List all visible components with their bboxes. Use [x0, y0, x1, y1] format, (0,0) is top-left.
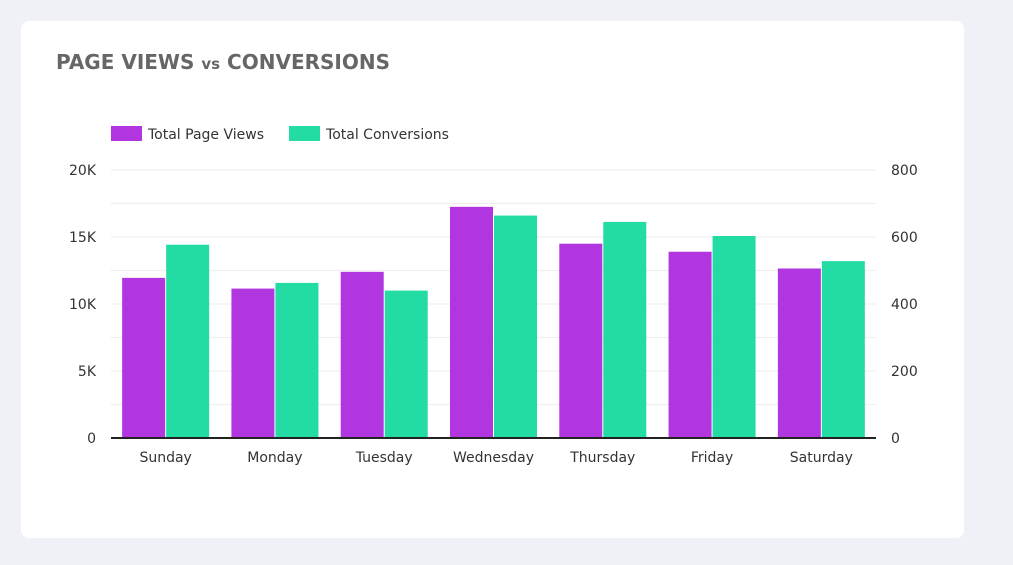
- y-left-tick-label: 0: [87, 431, 96, 447]
- y-right-tick-label: 0: [891, 431, 900, 447]
- bar-page-views: [231, 288, 275, 438]
- y-right-tick-label: 800: [891, 163, 918, 179]
- bar-page-views: [559, 243, 603, 438]
- y-left-tick-label: 10K: [69, 297, 97, 313]
- bar-conversions: [821, 261, 865, 438]
- title-part-conversions: CONVERSIONS: [227, 50, 390, 74]
- bar-conversions: [603, 221, 647, 438]
- y-left-tick-label: 20K: [69, 163, 97, 179]
- legend-swatch-conversions: [289, 126, 321, 141]
- title-part-page-views: PAGE VIEWS: [56, 50, 195, 74]
- bar-page-views: [340, 271, 384, 438]
- y-right-tick-label: 400: [891, 297, 918, 313]
- y-right-tick-label: 600: [891, 230, 918, 246]
- y-left-tick-label: 15K: [69, 230, 97, 246]
- y-right-tick-label: 200: [891, 364, 918, 380]
- x-tick-label: Saturday: [790, 450, 853, 466]
- y-left-tick-label: 5K: [78, 364, 97, 380]
- bar-conversions: [275, 282, 319, 438]
- bar-page-views: [450, 206, 493, 438]
- bar-page-views: [777, 268, 821, 438]
- bar-conversions: [494, 215, 537, 438]
- bar-conversions: [384, 290, 428, 438]
- x-tick-label: Tuesday: [355, 450, 413, 466]
- x-tick-label: Thursday: [569, 450, 635, 466]
- bar-page-views: [122, 277, 166, 438]
- x-tick-label: Monday: [247, 450, 302, 466]
- legend-label-page-views: Total Page Views: [147, 127, 264, 143]
- title-vs: vs: [201, 55, 221, 73]
- x-tick-label: Friday: [691, 450, 733, 466]
- x-tick-label: Sunday: [139, 450, 191, 466]
- bar-page-views: [668, 251, 712, 438]
- chart-title: PAGE VIEWS vs CONVERSIONS: [56, 50, 390, 74]
- x-tick-label: Wednesday: [453, 450, 534, 466]
- bar-conversions: [712, 235, 756, 438]
- legend-label-conversions: Total Conversions: [325, 127, 449, 143]
- legend-swatch-page-views: [111, 126, 142, 141]
- bar-conversions: [166, 244, 210, 438]
